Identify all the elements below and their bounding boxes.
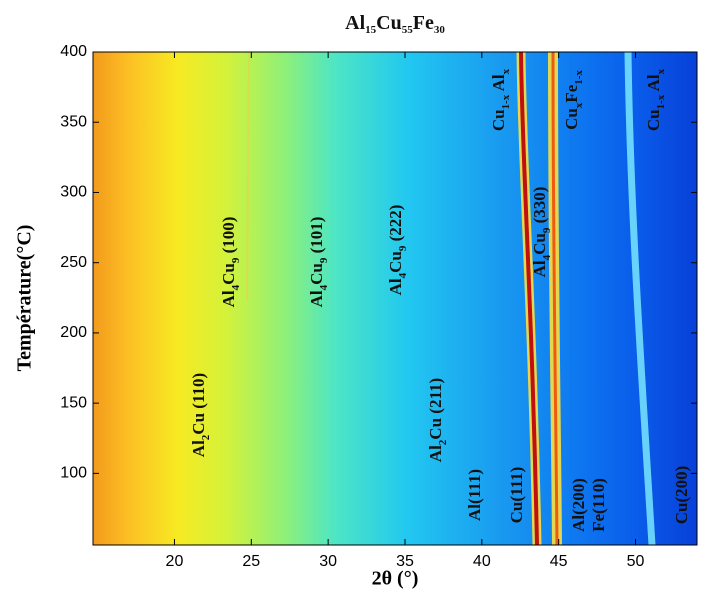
annotation-part: Cu (211) [426, 378, 445, 440]
peak-stripe [551, 51, 559, 546]
annotation: Cu1-x Alx [644, 68, 667, 131]
x-tick-label: 35 [396, 553, 414, 570]
annotation: Cu1-x Alx [489, 68, 512, 131]
annotation-part: 1-x [500, 94, 512, 109]
y-tick-label: 400 [60, 43, 87, 60]
annotation-part: Cu [219, 263, 238, 285]
y-tick-label: 200 [60, 324, 87, 341]
annotation-part: Cu [307, 263, 326, 285]
chart-title-part: 55 [402, 24, 414, 36]
chart-title-part: 15 [365, 24, 377, 36]
peak-stripe [519, 51, 539, 546]
x-tick-label: 45 [550, 553, 568, 570]
x-tick-label: 20 [166, 553, 184, 570]
y-tick-label: 350 [60, 113, 87, 130]
y-tick-label: 300 [60, 184, 87, 201]
chart-title-part: 30 [434, 24, 446, 36]
annotation-part: 2 [437, 439, 449, 445]
x-tick-label: 50 [627, 553, 645, 570]
annotation-part: Al [530, 260, 549, 277]
annotation-part: (330) [530, 187, 549, 228]
annotation-part: Al [489, 74, 508, 95]
annotation-part: 9 [541, 227, 553, 233]
annotation-part: x [573, 102, 585, 108]
annotation: Al2Cu (110) [189, 373, 212, 457]
annotation: Al2Cu (211) [426, 378, 449, 462]
x-tick-label: 30 [319, 553, 337, 570]
peak-stripe [624, 51, 656, 546]
annotation: Cu(111) [507, 467, 526, 524]
annotation-part: Cu (110) [189, 373, 208, 435]
chart-title-part: Fe [413, 12, 434, 34]
annotation-part: Fe [562, 84, 581, 102]
annotation-part: 9 [397, 245, 409, 251]
annotation: CuxFe1-x [562, 70, 585, 130]
y-tick-label: 250 [60, 254, 87, 271]
annotation-part: x [655, 68, 667, 74]
x-tick-label: 40 [473, 553, 491, 570]
annotation-part: Al [426, 445, 445, 462]
annotation-part: Cu [530, 233, 549, 255]
annotation: Al4Cu9 (222) [386, 205, 409, 296]
annotation-part: x [500, 68, 512, 74]
annotation-part: (100) [219, 217, 238, 258]
annotation-part: Al [307, 290, 326, 307]
heatmap-background [93, 52, 697, 545]
annotation: Al4Cu9 (330) [530, 187, 553, 278]
annotation-part: Cu [489, 109, 508, 131]
annotation-part: 2 [200, 434, 212, 440]
annotation-part: Cu(111) [507, 467, 526, 524]
annotation-part: 4 [397, 272, 409, 278]
annotation-part: Al [386, 278, 405, 295]
annotation: Al4Cu9 (100) [219, 217, 242, 308]
x-tick-label: 25 [242, 553, 260, 570]
annotation-part: (101) [307, 217, 326, 258]
annotation: Al(200) [569, 478, 588, 532]
y-tick-label: 150 [60, 394, 87, 411]
annotation-part: Cu(200) [672, 466, 691, 525]
annotation-part: 9 [318, 257, 330, 263]
annotation-part: 9 [230, 257, 242, 263]
x-axis-label: 2θ (°) [372, 568, 419, 590]
annotation-part: Al(111) [465, 469, 484, 521]
annotation: Cu(200) [672, 466, 691, 525]
annotation-part: Cu [644, 109, 663, 131]
heatmap [93, 51, 697, 546]
annotation-part: Al [219, 290, 238, 307]
annotation-part: 4 [318, 284, 330, 290]
plot-frame [92, 51, 698, 546]
annotation-part: (222) [386, 205, 405, 246]
annotation-part: 4 [541, 254, 553, 260]
annotation: Al4Cu9 (101) [307, 217, 330, 308]
annotation-part: 4 [230, 284, 242, 290]
chart-title-part: Al [345, 12, 365, 34]
annotation-part: Al(200) [569, 478, 588, 532]
y-axis-label: Température(°C) [14, 225, 36, 372]
annotation-part: Cu [386, 251, 405, 273]
annotation-part: 1-x [573, 70, 585, 85]
annotation-part: Fe(110) [589, 478, 608, 532]
chart-title: Al15Cu55Fe30 [345, 12, 445, 36]
annotation: Al(111) [465, 469, 484, 521]
y-tick-label: 100 [60, 465, 87, 482]
annotation-part: 1-x [655, 94, 667, 109]
annotation-part: Al [189, 440, 208, 457]
annotation: Fe(110) [589, 478, 608, 532]
chart-title-part: Cu [376, 12, 402, 34]
peak-stripe [246, 51, 250, 301]
annotation-part: Cu [562, 108, 581, 130]
annotation-part: Al [644, 74, 663, 95]
